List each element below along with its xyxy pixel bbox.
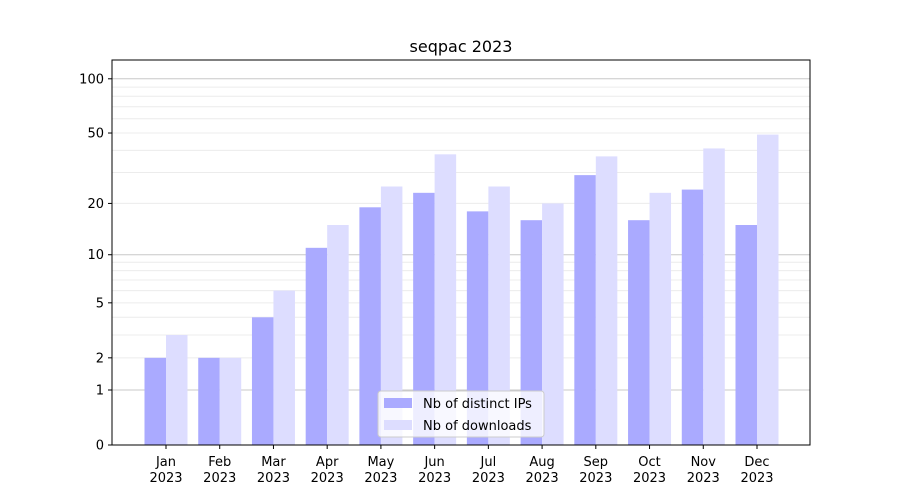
x-tick-label: 2023 — [364, 471, 397, 486]
legend-swatch-ips — [384, 398, 412, 408]
y-tick-label: 50 — [87, 127, 104, 142]
x-tick-label: Mar — [261, 455, 286, 470]
chart-title: seqpac 2023 — [410, 37, 513, 56]
x-tick-label: Sep — [584, 455, 609, 470]
x-tick-label: 2023 — [418, 471, 451, 486]
grid — [112, 78, 810, 391]
bar-downloads — [649, 192, 672, 445]
y-tick-label: 10 — [87, 248, 104, 263]
bar-distinct-ips — [251, 317, 274, 445]
y-tick-label: 0 — [96, 439, 104, 454]
x-tick-label: 2023 — [687, 471, 720, 486]
bar-distinct-ips — [628, 220, 650, 445]
x-tick-label: Jul — [480, 455, 497, 470]
bar-downloads — [757, 134, 779, 446]
bar-downloads — [380, 186, 403, 445]
x-tick-label: Oct — [638, 455, 660, 470]
bar-distinct-ips — [466, 211, 489, 445]
bars — [144, 134, 779, 446]
bar-distinct-ips — [144, 357, 166, 445]
x-tick-label: Dec — [744, 455, 769, 470]
x-tick-label: 2023 — [311, 471, 344, 486]
bar-downloads — [434, 154, 457, 446]
bar-downloads — [166, 335, 188, 445]
x-tick-label: 2023 — [203, 471, 236, 486]
bar-distinct-ips — [574, 175, 596, 445]
bar-downloads — [219, 357, 242, 445]
x-axis: Jan2023Feb2023Mar2023Apr2023May2023Jun20… — [149, 445, 774, 486]
bar-downloads — [488, 186, 510, 445]
bar-downloads — [595, 156, 618, 445]
axes-frame — [111, 59, 811, 446]
x-tick-label: Jun — [423, 455, 444, 470]
y-axis: 0 1 2 5 10 20 50 100 — [79, 72, 112, 454]
y-tick-label: 1 — [96, 384, 104, 399]
bar-distinct-ips — [359, 207, 381, 445]
x-tick-label: 2023 — [149, 471, 182, 486]
legend-label-ips: Nb of distinct IPs — [423, 397, 532, 412]
x-tick-label: 2023 — [526, 471, 559, 486]
legend-box — [377, 390, 545, 438]
y-tick-label: 5 — [96, 296, 104, 311]
x-tick-label: May — [367, 455, 394, 470]
y-tick-label: 20 — [87, 197, 104, 212]
legend-label-downloads: Nb of downloads — [423, 419, 532, 434]
x-tick-label: 2023 — [633, 471, 666, 486]
x-tick-label: Jan — [155, 455, 176, 470]
bar-downloads — [542, 203, 564, 445]
x-tick-label: 2023 — [472, 471, 505, 486]
bar-downloads — [703, 148, 725, 445]
y-tick-label: 100 — [79, 72, 104, 87]
bar-distinct-ips — [520, 220, 543, 445]
bar-distinct-ips — [681, 189, 704, 445]
x-tick-label: Nov — [691, 455, 717, 470]
legend: Nb of distinct IPs Nb of downloads — [377, 390, 545, 438]
x-tick-label: Apr — [316, 455, 339, 470]
bar-downloads — [327, 225, 349, 445]
bar-distinct-ips — [198, 357, 220, 445]
legend-swatch-downloads — [384, 420, 412, 430]
x-tick-label: Aug — [529, 455, 554, 470]
x-tick-label: 2023 — [257, 471, 290, 486]
bar-distinct-ips — [735, 225, 757, 445]
x-tick-label: Feb — [208, 455, 231, 470]
y-tick-label: 2 — [96, 351, 104, 366]
bar-downloads — [273, 290, 295, 445]
x-tick-label: 2023 — [740, 471, 773, 486]
bar-distinct-ips — [413, 192, 435, 445]
bar-distinct-ips — [305, 247, 328, 445]
x-tick-label: 2023 — [579, 471, 612, 486]
